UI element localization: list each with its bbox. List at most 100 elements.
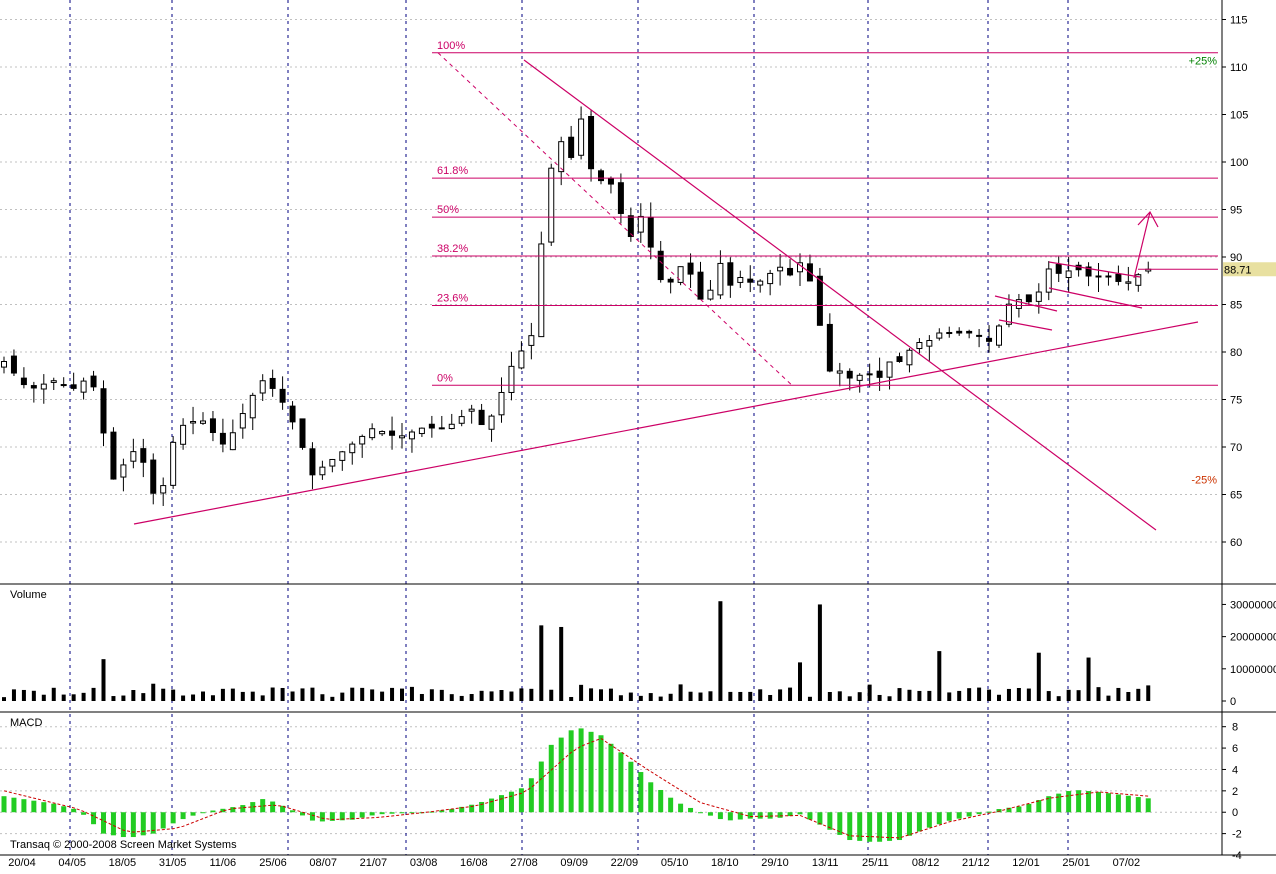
candle-body [349,443,356,454]
volume-bar [1056,696,1061,701]
trend-line [1048,261,1141,278]
candle-body [767,272,774,285]
volume-bar [559,626,564,701]
candle-body [458,416,465,424]
volume-bar [847,696,852,701]
volume-bar [887,696,892,701]
candle-body [836,370,843,374]
volume-bar [41,694,46,701]
candle-body [906,349,913,366]
volume-bar [250,691,255,701]
x-tick-label: 25/06 [259,857,287,869]
candle-body [528,335,535,346]
price-tick-label: 85 [1230,300,1242,312]
price-tick-label: 115 [1230,15,1248,27]
trend-line [994,295,1058,312]
candle-body [448,423,455,430]
macd-histogram-bar [240,805,246,813]
fibonacci-label: 0% [437,372,453,384]
candle-body [140,448,147,463]
candle-body [866,373,873,376]
candle-body [10,355,17,374]
volume-bar [220,688,225,701]
volume-bar [151,683,156,701]
volume-bar [837,691,842,701]
candle-body [1115,273,1122,282]
macd-tick-label: 6 [1232,743,1238,755]
volume-bar [230,688,235,701]
macd-histogram-bar [1036,800,1042,813]
volume-bar [2,697,6,701]
macd-histogram-bar [867,812,873,842]
candle-body [180,424,187,445]
candle-body [677,266,684,283]
candle-body [727,262,734,286]
volume-bar [1116,687,1121,701]
macd-histogram-bar [190,812,196,816]
volume-bar [599,689,603,701]
candle-body [289,405,296,423]
candle-body [548,167,555,243]
candle-body [190,421,197,424]
macd-histogram-bar [747,812,753,819]
trend-line [998,319,1053,331]
volume-bar [479,690,484,701]
candle-body [20,377,27,386]
candle-body [259,380,266,394]
macd-histogram-bar [847,812,853,841]
x-tick-label: 20/04 [8,857,36,869]
candle-body [269,377,276,389]
volume-bar [927,690,932,701]
macd-histogram-bar [1066,791,1072,813]
macd-histogram-bar [21,799,27,813]
x-tick-label: 29/10 [761,857,789,869]
volume-bar [698,692,703,701]
volume-bar [997,694,1001,701]
candle-body [150,459,157,494]
candle-body [647,216,654,248]
volume-bar [360,687,365,701]
macd-histogram-bar [936,812,942,825]
macd-histogram-bar [110,812,116,836]
volume-bar [350,687,355,701]
macd-histogram-bar [459,806,465,813]
macd-histogram-bar [1115,794,1121,813]
volume-bar [539,625,544,701]
volume-bar [300,688,305,701]
candle-body [1025,294,1032,303]
candle-body [1045,268,1052,293]
candle-body [309,448,316,476]
candle-body [418,427,425,435]
macd-histogram-bar [797,812,803,815]
volume-bar [708,691,713,701]
macd-histogram-bar [707,812,713,816]
volume-bar [529,688,534,701]
volume-bar [967,688,972,701]
macd-histogram-bar [946,812,952,821]
x-tick-label: 25/01 [1062,857,1090,869]
macd-histogram-bar [877,812,883,842]
candle-body [1085,266,1092,277]
candle-body [100,388,107,434]
target-arrow-head [1137,210,1159,228]
macd-histogram-bar [31,800,37,813]
candle-body [498,391,505,416]
candle-body [468,408,475,412]
volume-bar [957,690,962,701]
x-tick-label: 27/08 [510,857,538,869]
candle-body [319,466,326,476]
candle-body [518,350,525,369]
candle-body [717,262,724,296]
volume-bar [688,691,693,701]
candle-body [160,485,167,494]
volume-bar [191,694,196,701]
macd-histogram-bar [399,812,405,814]
volume-bar [469,694,474,701]
volume-bar [907,689,912,701]
volume-bar [330,696,335,701]
candle-body [627,215,634,238]
candle-body [339,451,346,461]
price-tick-label: 90 [1230,252,1242,264]
price-tick-label: 65 [1230,490,1242,502]
candle-body [946,332,953,335]
